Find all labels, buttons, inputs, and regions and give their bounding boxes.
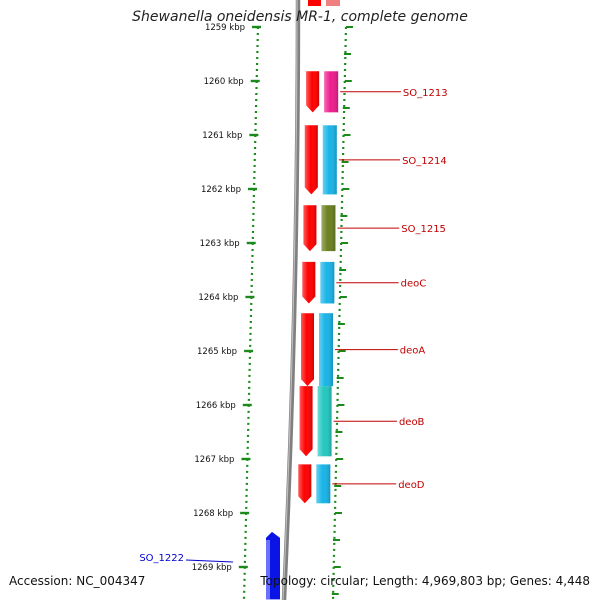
gene-cog-shade xyxy=(321,205,336,252)
accession-text: Accession: NC_004347 xyxy=(9,574,146,588)
tick-label: 1260 kbp xyxy=(204,77,244,87)
tick-label: 1259 kbp xyxy=(205,23,245,33)
gene-label-leader xyxy=(185,559,234,563)
gene-cog-shade xyxy=(324,71,339,113)
gene-cog-shade xyxy=(316,464,331,504)
tick-label: 1263 kbp xyxy=(200,239,240,249)
kbp-ticks: 1259 kbp 1260 kbp 1261 kbp 1262 kbp 1263 kbp… xyxy=(192,23,261,573)
gene-arrow-partial xyxy=(308,0,321,6)
tick-label: 1262 kbp xyxy=(201,185,241,195)
gene-cog-shade xyxy=(319,313,334,387)
backbone-highlight xyxy=(282,0,298,600)
gene-arrow-shade xyxy=(306,71,320,113)
gene-cog-shade xyxy=(320,261,335,304)
tick-label: 1265 kbp xyxy=(197,347,237,357)
gene-label: deoD xyxy=(398,480,425,491)
gene-label: SO_1215 xyxy=(401,224,446,235)
gene-cog-shade xyxy=(317,386,332,457)
tick-label: 1266 kbp xyxy=(196,401,236,411)
tick-label: 1264 kbp xyxy=(198,293,238,303)
gene-label: SO_1214 xyxy=(402,156,447,167)
gene-label: deoA xyxy=(400,346,426,357)
tick-label: 1268 kbp xyxy=(193,509,233,519)
gene-cog-bar-partial xyxy=(326,0,340,6)
gene-arrow-shade xyxy=(298,464,312,504)
gene-arrow-shade xyxy=(301,313,315,387)
gene-arrow-shade xyxy=(303,205,317,252)
topology-text: Topology: circular; Length: 4,969,803 bp… xyxy=(260,574,590,588)
tick-label: 1269 kbp xyxy=(192,563,232,573)
gene-features xyxy=(266,0,340,600)
gc-track-right xyxy=(331,26,348,600)
gc-dot-tracks xyxy=(242,26,353,600)
backbone-line xyxy=(281,0,301,600)
gene-arrow-shade xyxy=(299,386,313,457)
gene-arrow-reverse-shade xyxy=(266,539,270,600)
tick-label: 1267 kbp xyxy=(194,455,234,465)
map-title: Shewanella oneidensis MR-1, complete gen… xyxy=(132,9,468,25)
gene-label: deoC xyxy=(401,279,427,290)
gene-cog-shade xyxy=(322,125,337,195)
backbone xyxy=(281,0,301,600)
gene-labels: SO_1213 SO_1214 SO_1215 deoC deoA deoB deoD SO_… xyxy=(139,88,447,564)
gene-label-reverse: SO_1222 xyxy=(139,553,184,564)
gene-arrow-shade xyxy=(304,125,318,195)
tick-label: 1261 kbp xyxy=(202,131,242,141)
gene-arrow-shade xyxy=(302,261,316,304)
gene-label: SO_1213 xyxy=(403,88,448,99)
gene-label: deoB xyxy=(399,417,425,428)
